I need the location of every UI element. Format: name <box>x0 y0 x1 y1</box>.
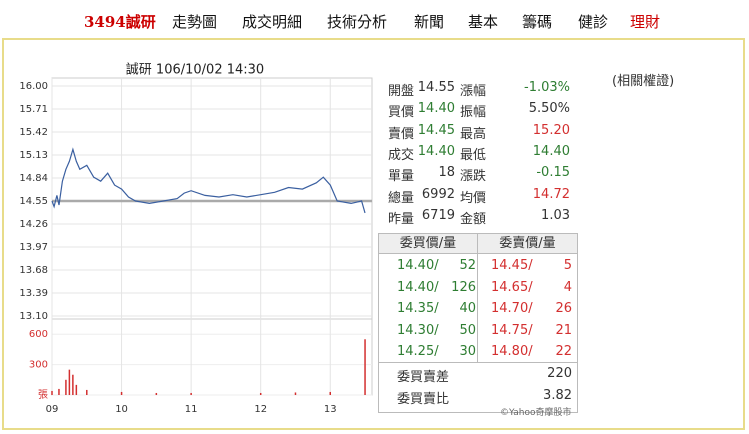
y-tick-label: 13.68 <box>19 265 48 276</box>
summary-value: 3.82 <box>543 388 572 403</box>
nav-tab[interactable]: 健診 <box>578 13 609 31</box>
divider <box>477 253 478 362</box>
summary-label: 委買賣比 <box>397 392 450 407</box>
quote-label: 單量 <box>388 169 415 185</box>
ask-volume: 4 <box>563 279 572 295</box>
bid-price: 14.35/ <box>397 301 439 316</box>
quote-label: 均價 <box>460 190 487 206</box>
quote-label: 開盤 <box>388 84 415 99</box>
quote-value: 14.55 <box>417 80 455 95</box>
order-book: 委買價/量 委賣價/量 14.40/52 14.45/5 14.40/126 14.6… <box>378 233 578 413</box>
nav-tab[interactable]: 籌碼 <box>522 13 553 31</box>
credit: ©Yahoo奇摩股市 <box>500 408 572 418</box>
quote-value: 6719 <box>421 207 455 223</box>
bid-price: 14.40/ <box>397 279 439 295</box>
nav-tab[interactable]: 技術分析 <box>327 13 388 31</box>
related-link[interactable]: (相關權證) <box>612 74 675 89</box>
y-tick-label: 15.71 <box>19 104 48 115</box>
y-tick-label: 13.39 <box>19 288 48 299</box>
chart: 誠研 106/10/02 14:30 16.00 15.71 15.42 15.13 14… <box>19 63 373 415</box>
ask-price: 14.45/ <box>491 258 533 273</box>
quote-value: 14.72 <box>532 186 570 202</box>
summary-label: 委買賣差 <box>397 370 450 385</box>
y-tick-label: 14.26 <box>19 219 48 230</box>
ask-price: 14.75/ <box>491 322 533 338</box>
ask-volume: 5 <box>563 258 572 273</box>
x-tick-label: 09 <box>46 404 59 415</box>
quote-value: 5.50% <box>528 101 570 117</box>
bid-volume: 30 <box>459 344 476 359</box>
y-tick-label: 13.97 <box>19 242 48 253</box>
y-tick-label: 16.00 <box>19 81 48 92</box>
book-header: 委賣價/量 <box>478 234 577 254</box>
quote-value: 15.20 <box>532 122 570 138</box>
ask-volume: 22 <box>555 344 572 359</box>
quote-label: 昨量 <box>388 211 415 227</box>
quote-value: 14.40 <box>417 143 455 159</box>
quote-label: 成交 <box>388 147 415 163</box>
price-line <box>51 147 366 214</box>
y2-tick-label: 張 <box>38 389 48 401</box>
y-tick-label: 13.10 <box>19 311 48 322</box>
bid-volume: 50 <box>459 322 476 338</box>
x-tick-label: 13 <box>324 404 337 415</box>
ask-price: 14.65/ <box>491 279 533 295</box>
ask-price: 14.70/ <box>491 301 533 316</box>
ask-price: 14.80/ <box>491 344 533 359</box>
quote-value: 1.03 <box>541 207 570 223</box>
plot-frame <box>51 77 373 396</box>
bid-price: 14.30/ <box>397 322 439 338</box>
book-header: 委買價/量 <box>379 234 478 254</box>
nav-tab[interactable]: 理財 <box>630 13 661 31</box>
quote-value: 14.40 <box>417 101 455 117</box>
nav-tab[interactable]: 3494誠研 <box>84 13 156 31</box>
divider <box>379 362 577 363</box>
bid-price: 14.25/ <box>397 344 439 359</box>
quote-value: 14.45 <box>417 122 455 138</box>
chart-title: 誠研 106/10/02 14:30 <box>126 63 264 78</box>
bid-volume: 126 <box>451 279 476 295</box>
quote-label: 漲幅 <box>460 84 487 99</box>
nav-tab[interactable]: 走勢圖 <box>172 13 218 31</box>
y-tick-label: 14.84 <box>19 173 48 184</box>
bid-volume: 40 <box>459 301 476 316</box>
quote-label: 振幅 <box>460 105 487 121</box>
quote-value: 18 <box>438 165 455 181</box>
quote-label: 買價 <box>388 105 415 121</box>
x-tick-label: 11 <box>185 404 198 415</box>
quote-value: -0.15 <box>536 165 570 181</box>
nav-tab[interactable]: 新聞 <box>414 13 445 31</box>
quote-label: 最高 <box>460 126 487 142</box>
ask-volume: 26 <box>555 301 572 316</box>
quote-value: 14.40 <box>532 143 570 159</box>
y2-tick-label: 300 <box>29 360 48 371</box>
y-tick-label: 14.55 <box>19 196 48 207</box>
quote-label: 最低 <box>460 147 487 163</box>
nav-tab[interactable]: 基本 <box>468 13 499 31</box>
quote-label: 金額 <box>460 211 487 227</box>
nav-tab[interactable]: 成交明細 <box>242 13 303 31</box>
x-tick-label: 10 <box>115 404 128 415</box>
quote-label: 總量 <box>388 190 415 206</box>
quote-label: 賣價 <box>388 126 415 142</box>
frame <box>2 38 745 430</box>
quote-value: 6992 <box>421 186 455 202</box>
quote-label: 漲跌 <box>460 169 487 185</box>
bid-volume: 52 <box>459 258 476 273</box>
y2-tick-label: 600 <box>29 329 48 340</box>
quote-value: -1.03% <box>524 80 570 95</box>
nav-bar: 3494誠研 走勢圖 成交明細 技術分析 新聞 基本 籌碼 健診 理財 <box>0 0 749 38</box>
bid-price: 14.40/ <box>397 258 439 273</box>
x-tick-label: 12 <box>254 404 267 415</box>
ask-volume: 21 <box>555 322 572 338</box>
summary-value: 220 <box>547 366 572 381</box>
y-tick-label: 15.42 <box>19 127 48 138</box>
y-tick-label: 15.13 <box>19 150 48 161</box>
